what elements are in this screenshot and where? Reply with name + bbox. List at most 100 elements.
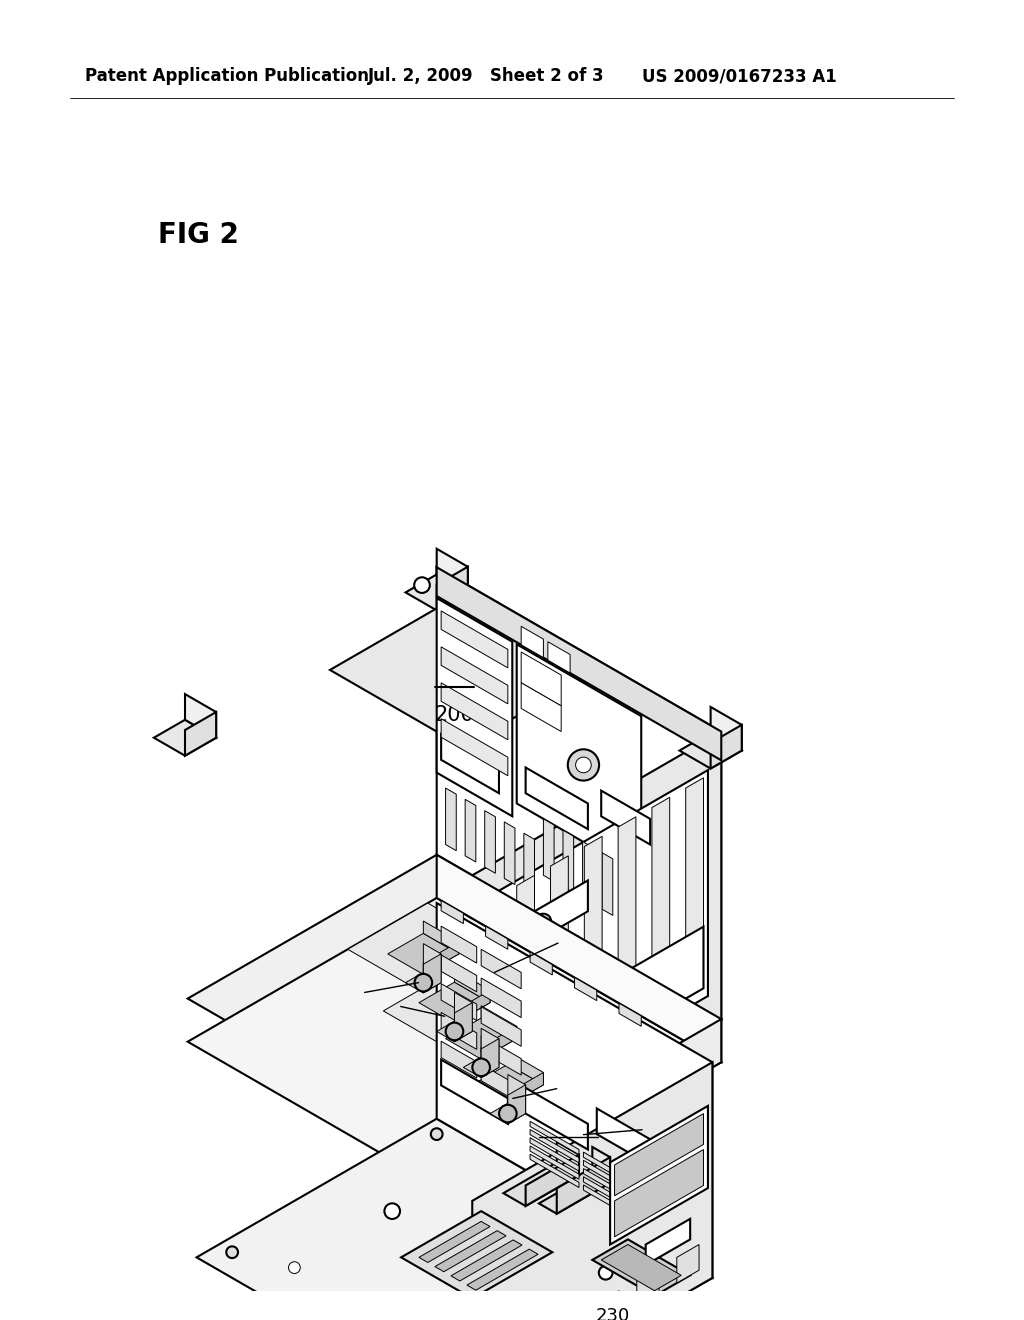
Polygon shape	[530, 1121, 579, 1155]
Polygon shape	[597, 1291, 620, 1320]
Circle shape	[567, 750, 599, 780]
Polygon shape	[485, 770, 708, 1125]
Polygon shape	[530, 1154, 579, 1188]
Polygon shape	[436, 566, 468, 610]
Polygon shape	[481, 1007, 521, 1047]
Polygon shape	[441, 682, 508, 739]
Text: 225: 225	[311, 983, 345, 1002]
Text: 200: 200	[434, 705, 474, 725]
Text: US 2009/0167233 A1: US 2009/0167233 A1	[642, 67, 837, 86]
Polygon shape	[602, 853, 612, 915]
Polygon shape	[711, 725, 741, 768]
Polygon shape	[484, 810, 496, 874]
Circle shape	[536, 913, 551, 929]
Polygon shape	[524, 833, 535, 896]
Polygon shape	[481, 978, 521, 1018]
Polygon shape	[441, 734, 499, 793]
Polygon shape	[585, 837, 602, 1057]
Polygon shape	[584, 1160, 637, 1196]
Polygon shape	[348, 903, 490, 985]
Polygon shape	[436, 855, 721, 1063]
Polygon shape	[481, 1026, 517, 1059]
Polygon shape	[441, 1041, 477, 1078]
Text: FIG 2: FIG 2	[158, 220, 239, 248]
Circle shape	[445, 1023, 463, 1040]
Polygon shape	[481, 1064, 521, 1104]
Circle shape	[289, 1262, 300, 1274]
Polygon shape	[423, 921, 459, 954]
Polygon shape	[618, 817, 636, 1038]
Polygon shape	[445, 788, 457, 850]
Polygon shape	[481, 1035, 521, 1074]
Polygon shape	[185, 694, 216, 738]
Polygon shape	[517, 880, 588, 952]
Circle shape	[415, 974, 432, 991]
Polygon shape	[490, 1104, 525, 1123]
Polygon shape	[445, 1031, 605, 1123]
Polygon shape	[521, 1085, 588, 1150]
Polygon shape	[584, 1185, 637, 1221]
Polygon shape	[557, 1142, 579, 1175]
Polygon shape	[680, 733, 741, 768]
Polygon shape	[601, 791, 650, 845]
Polygon shape	[472, 1064, 544, 1105]
Polygon shape	[620, 1003, 641, 1026]
Polygon shape	[481, 1028, 499, 1068]
Polygon shape	[485, 927, 508, 949]
Polygon shape	[481, 949, 521, 989]
Text: 230: 230	[596, 1307, 630, 1320]
Polygon shape	[154, 719, 216, 755]
Polygon shape	[472, 1019, 721, 1206]
Polygon shape	[517, 875, 535, 1096]
Polygon shape	[423, 944, 441, 982]
Text: 220: 220	[601, 1127, 635, 1146]
Polygon shape	[464, 1057, 499, 1077]
Polygon shape	[455, 990, 490, 1023]
Polygon shape	[646, 1218, 690, 1265]
Polygon shape	[436, 568, 721, 1019]
Polygon shape	[614, 1150, 703, 1237]
Polygon shape	[185, 711, 216, 755]
Text: Patent Application Publication: Patent Application Publication	[85, 67, 369, 86]
Circle shape	[226, 1246, 238, 1258]
Polygon shape	[419, 1221, 490, 1262]
Polygon shape	[530, 1146, 579, 1179]
Polygon shape	[441, 1060, 508, 1123]
Polygon shape	[530, 1138, 579, 1171]
Polygon shape	[187, 898, 721, 1206]
Text: 225: 225	[560, 1080, 594, 1098]
Polygon shape	[406, 973, 441, 993]
Polygon shape	[584, 1168, 637, 1204]
Polygon shape	[504, 1163, 579, 1206]
Polygon shape	[436, 1022, 472, 1041]
Polygon shape	[686, 777, 703, 998]
Polygon shape	[597, 1109, 654, 1167]
Circle shape	[671, 1267, 683, 1279]
Circle shape	[575, 758, 591, 772]
Polygon shape	[677, 1245, 699, 1283]
Polygon shape	[508, 1052, 544, 1085]
Circle shape	[472, 1059, 489, 1076]
Polygon shape	[472, 1063, 713, 1320]
Polygon shape	[436, 598, 512, 816]
Polygon shape	[423, 941, 459, 974]
Text: 225: 225	[347, 998, 381, 1015]
Polygon shape	[539, 1172, 610, 1213]
Circle shape	[499, 1105, 517, 1122]
Text: 215: 215	[645, 1121, 680, 1139]
Polygon shape	[441, 647, 508, 704]
Polygon shape	[574, 978, 597, 1001]
Polygon shape	[614, 1114, 703, 1196]
Circle shape	[599, 1266, 612, 1279]
Polygon shape	[383, 954, 570, 1063]
Polygon shape	[592, 1147, 610, 1183]
Polygon shape	[465, 800, 476, 862]
Polygon shape	[436, 568, 721, 760]
Polygon shape	[441, 900, 464, 924]
Text: 210: 210	[561, 935, 595, 952]
Polygon shape	[530, 1130, 579, 1163]
Polygon shape	[441, 954, 477, 991]
Polygon shape	[592, 1239, 690, 1296]
Polygon shape	[388, 933, 459, 974]
Polygon shape	[401, 1212, 552, 1299]
